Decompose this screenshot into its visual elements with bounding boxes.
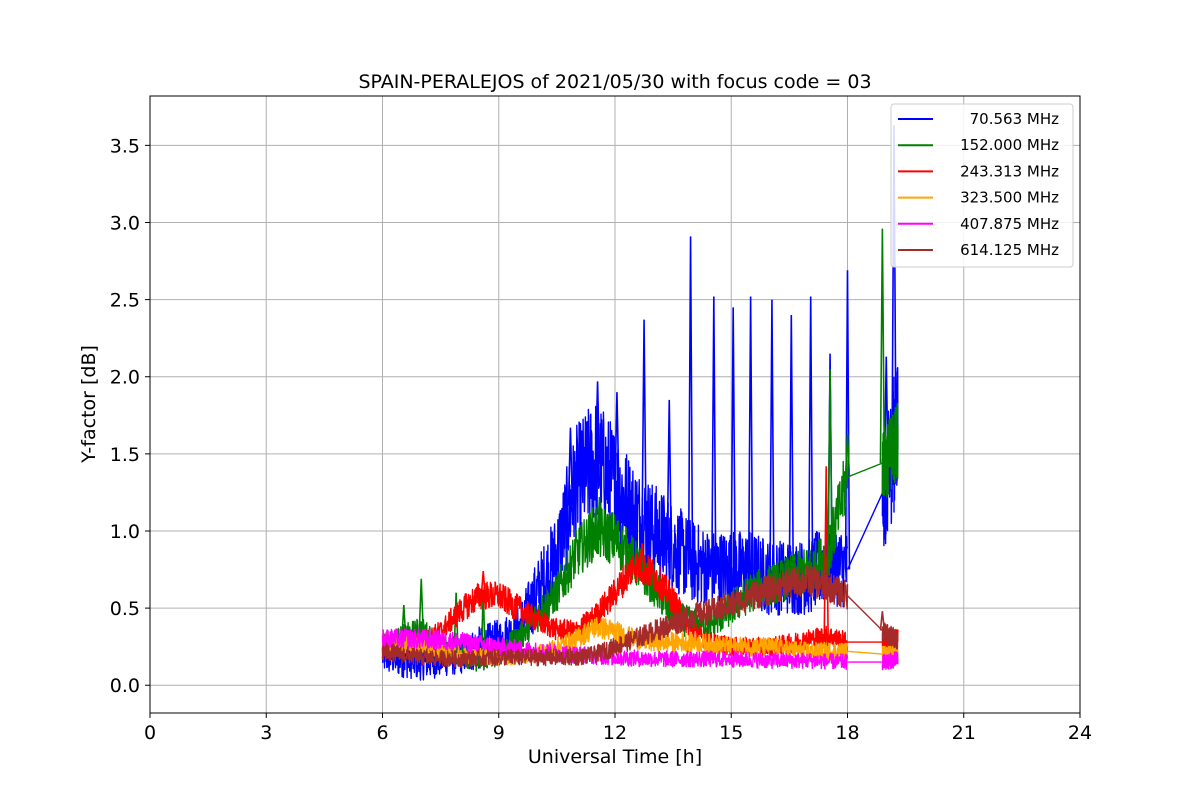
x-tick-label: 3: [260, 722, 272, 744]
ticks: 0 3 6 9 12 15 18 21 24 0.0 0.5 1.0 1.5 2.0 2.5 3.0 3.5: [110, 135, 1092, 744]
y-tick-label: 3.0: [110, 212, 140, 234]
series-spike: [418, 578, 424, 632]
series-spike: [480, 571, 486, 596]
legend: 70.563 MHz 152.000 MHz 243.313 MHz 323.500 …: [890, 103, 1074, 268]
legend-entry: 243.313 MHz: [960, 162, 1059, 180]
series-spike: [666, 399, 672, 544]
legend-entry: 407.875 MHz: [960, 215, 1059, 233]
plot-series: [381, 125, 899, 681]
legend-entry: 323.500 MHz: [960, 189, 1059, 207]
x-tick-label: 9: [493, 722, 505, 744]
y-tick-label: 0.5: [110, 598, 140, 620]
y-tick-label: 1.5: [110, 444, 140, 466]
series-line: [881, 402, 899, 498]
y-tick-label: 2.0: [110, 367, 140, 389]
series-spike: [730, 307, 736, 570]
x-tick-label: 21: [952, 722, 976, 744]
x-tick-label: 18: [835, 722, 859, 744]
series-spike: [641, 319, 647, 524]
series-spike: [844, 433, 851, 478]
series-gap-connector: [846, 492, 884, 570]
series-spike: [687, 236, 694, 561]
series-spike: [747, 296, 754, 570]
series-gap-connector: [847, 462, 883, 478]
series-spike: [614, 392, 620, 488]
series-spike: [879, 228, 886, 464]
chart-title: SPAIN-PERALEJOS of 2021/05/30 with focus…: [358, 71, 871, 93]
y-tick-label: 0.0: [110, 675, 140, 697]
series-spike: [453, 592, 459, 653]
y-tick-label: 2.5: [110, 290, 140, 312]
legend-box: [890, 103, 1074, 268]
series-6: [381, 564, 899, 668]
series-spike: [401, 604, 407, 639]
series-line: [381, 564, 849, 668]
series-spike: [788, 315, 795, 578]
legend-entry: 614.125 MHz: [960, 241, 1059, 259]
x-tick-label: 6: [376, 722, 388, 744]
series-spike: [807, 296, 814, 576]
legend-entry: 70.563 MHz: [970, 110, 1059, 128]
y-axis-label: Y-factor [dB]: [78, 345, 100, 464]
x-tick-label: 0: [144, 722, 156, 744]
series-5: [381, 628, 899, 671]
x-axis-label: Universal Time [h]: [528, 746, 702, 768]
legend-entry: 152.000 MHz: [960, 136, 1059, 154]
series-spike: [596, 497, 603, 533]
series-spike: [567, 427, 574, 506]
series-spike: [594, 381, 601, 464]
series-spike: [769, 299, 775, 578]
x-tick-label: 15: [719, 722, 743, 744]
series-spike: [711, 296, 717, 570]
series-spike: [879, 611, 886, 631]
x-tick-label: 24: [1068, 722, 1092, 744]
x-tick-label: 12: [603, 722, 627, 744]
series-spike: [480, 589, 486, 661]
series-gap-connector: [847, 650, 883, 655]
series-line: [881, 651, 899, 671]
series-gap-connector: [847, 595, 883, 631]
series-spike: [827, 369, 833, 547]
y-tick-label: 3.5: [110, 135, 140, 157]
y-tick-label: 1.0: [110, 521, 140, 543]
series-spike: [639, 543, 645, 569]
series-line: [381, 628, 849, 671]
